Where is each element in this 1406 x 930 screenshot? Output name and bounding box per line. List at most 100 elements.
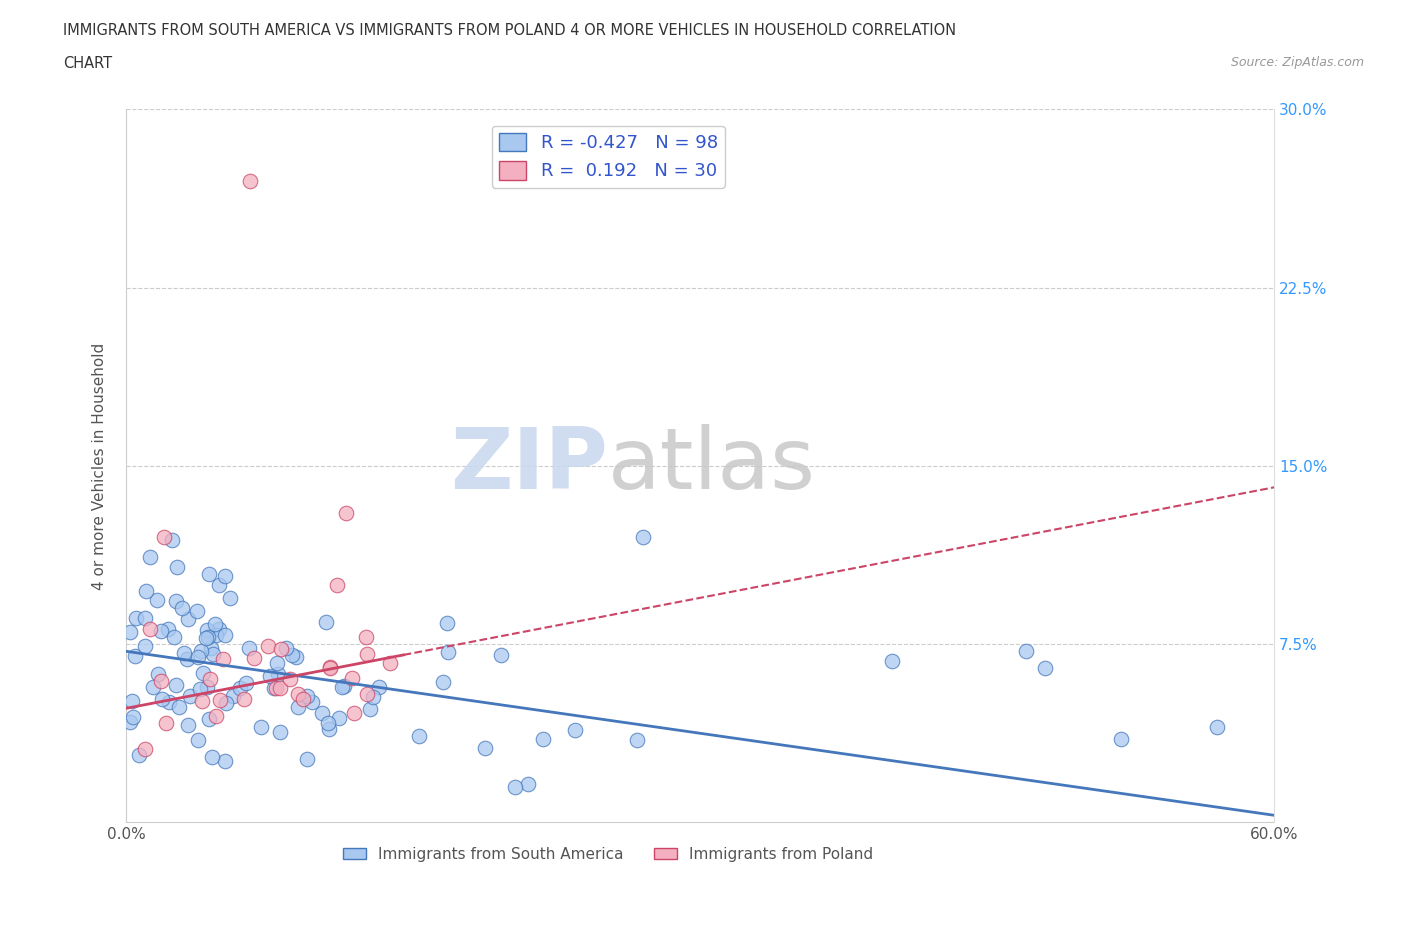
Point	[270, 642, 292, 657]
Point	[319, 660, 342, 675]
Point	[142, 680, 165, 695]
Point	[214, 754, 236, 769]
Point	[437, 644, 460, 659]
Point	[328, 711, 350, 725]
Point	[221, 689, 243, 704]
Point	[163, 630, 186, 644]
Point	[319, 660, 342, 675]
Point	[188, 682, 211, 697]
Point	[197, 630, 219, 644]
Point	[187, 649, 209, 664]
Point	[301, 695, 323, 710]
Point	[340, 671, 363, 685]
Point	[205, 709, 228, 724]
Point	[195, 680, 218, 695]
Point	[167, 700, 190, 715]
Point	[229, 681, 252, 696]
Point	[193, 665, 215, 680]
Point	[148, 666, 170, 681]
Point	[179, 688, 201, 703]
Point	[330, 680, 353, 695]
Point	[134, 610, 156, 625]
Point	[165, 678, 187, 693]
Point	[1014, 644, 1036, 658]
Point	[176, 651, 198, 666]
Point	[214, 628, 236, 643]
Point	[186, 604, 208, 618]
Text: Source: ZipAtlas.com: Source: ZipAtlas.com	[1230, 56, 1364, 69]
Point	[343, 706, 366, 721]
Point	[264, 681, 287, 696]
Point	[198, 566, 221, 581]
Text: IMMIGRANTS FROM SOUTH AMERICA VS IMMIGRANTS FROM POLAND 4 OR MORE VEHICLES IN HO: IMMIGRANTS FROM SOUTH AMERICA VS IMMIGRA…	[63, 23, 956, 38]
Point	[1206, 720, 1229, 735]
Point	[128, 748, 150, 763]
Point	[124, 648, 146, 663]
Point	[200, 671, 222, 686]
Point	[335, 506, 357, 521]
Point	[166, 560, 188, 575]
Point	[208, 578, 231, 592]
Point	[160, 532, 183, 547]
Point	[172, 601, 194, 616]
Point	[436, 615, 458, 630]
Point	[153, 530, 176, 545]
Point	[190, 644, 212, 658]
Point	[259, 669, 281, 684]
Point	[356, 647, 378, 662]
Point	[432, 674, 454, 689]
Point	[235, 675, 257, 690]
Point	[278, 671, 301, 686]
Point	[316, 715, 339, 730]
Point	[214, 568, 236, 583]
Point	[315, 614, 337, 629]
Point	[156, 621, 179, 636]
Text: atlas: atlas	[609, 424, 817, 508]
Point	[146, 593, 169, 608]
Point	[135, 584, 157, 599]
Point	[269, 724, 291, 739]
Point	[202, 646, 225, 661]
Point	[211, 652, 233, 667]
Point	[177, 612, 200, 627]
Point	[194, 631, 217, 645]
Point	[233, 692, 256, 707]
Point	[191, 694, 214, 709]
Point	[208, 622, 231, 637]
Point	[118, 714, 141, 729]
Point	[1033, 660, 1056, 675]
Point	[134, 742, 156, 757]
Point	[531, 731, 554, 746]
Point	[122, 710, 145, 724]
Point	[380, 656, 402, 671]
Point	[205, 627, 228, 642]
Point	[155, 715, 177, 730]
Point	[311, 706, 333, 721]
Point	[325, 578, 347, 592]
Point	[139, 550, 162, 565]
Point	[157, 695, 180, 710]
Point	[361, 689, 384, 704]
Point	[197, 711, 219, 726]
Point	[165, 594, 187, 609]
Point	[626, 733, 648, 748]
Point	[209, 693, 232, 708]
Point	[356, 686, 378, 701]
Point	[195, 622, 218, 637]
Point	[177, 717, 200, 732]
Point	[333, 679, 356, 694]
Point	[187, 733, 209, 748]
Point	[408, 728, 430, 743]
Point	[269, 681, 291, 696]
Point	[173, 645, 195, 660]
Point	[474, 740, 496, 755]
Point	[238, 641, 260, 656]
Point	[287, 686, 309, 701]
Text: ZIP: ZIP	[450, 424, 609, 508]
Point	[125, 610, 148, 625]
Point	[214, 696, 236, 711]
Point	[201, 750, 224, 764]
Point	[318, 721, 340, 736]
Point	[297, 751, 319, 766]
Point	[243, 651, 266, 666]
